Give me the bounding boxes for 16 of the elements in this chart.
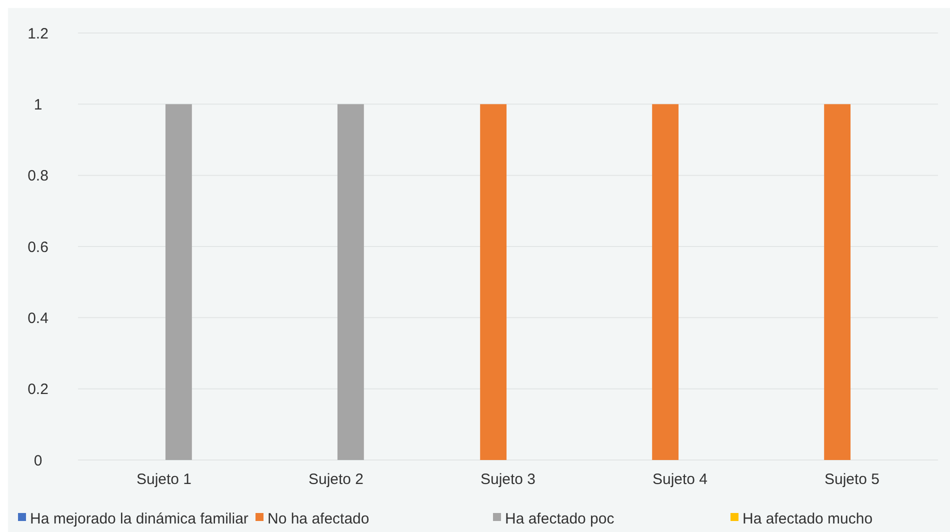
y-tick-label: 0.6 [28, 238, 48, 256]
legend-label: Ha afectado poc [505, 510, 615, 528]
y-tick-label: 0.4 [28, 310, 48, 327]
y-tick-label: 0.2 [28, 381, 48, 398]
x-tick-label: Sujeto 2 [308, 471, 364, 488]
x-tick-label: Sujeto 1 [136, 471, 192, 488]
y-tick-label: 1.2 [28, 25, 48, 42]
x-tick-label: Sujeto 4 [652, 471, 708, 488]
legend-label: No ha afectado [268, 510, 370, 528]
y-tick-label: 0.8 [28, 168, 48, 185]
x-tick-label: Sujeto 5 [824, 471, 880, 488]
y-tick-label: 0 [34, 452, 42, 470]
legend-label: Ha mejorado la dinámica familiar [30, 510, 248, 528]
legend-label: Ha afectado mucho [742, 510, 873, 528]
x-tick-label: Sujeto 3 [480, 471, 536, 488]
y-tick-label: 1 [34, 96, 42, 114]
